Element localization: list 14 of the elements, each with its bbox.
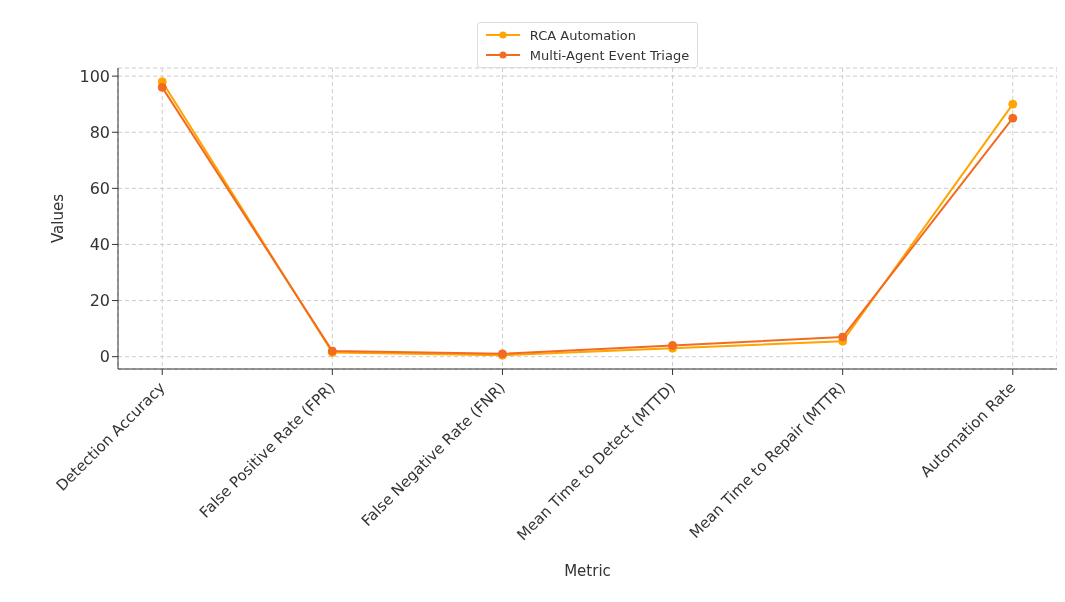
y-tick-label: 100 xyxy=(79,66,110,86)
point xyxy=(838,332,848,342)
y-tick-label: 0 xyxy=(99,347,110,367)
point xyxy=(1008,113,1018,123)
point xyxy=(157,82,167,92)
x-axis-title: Metric xyxy=(564,562,611,580)
y-tick-label: 60 xyxy=(89,179,110,199)
y-axis-title: Values xyxy=(49,193,68,244)
legend-label: Multi-Agent Event Triage xyxy=(529,47,690,63)
y-tick-label: 40 xyxy=(89,235,110,255)
y-tick-label: 80 xyxy=(89,122,110,142)
point xyxy=(1008,99,1018,109)
legend-label: RCA Automation xyxy=(529,27,637,43)
y-tick-label: 20 xyxy=(89,291,110,311)
